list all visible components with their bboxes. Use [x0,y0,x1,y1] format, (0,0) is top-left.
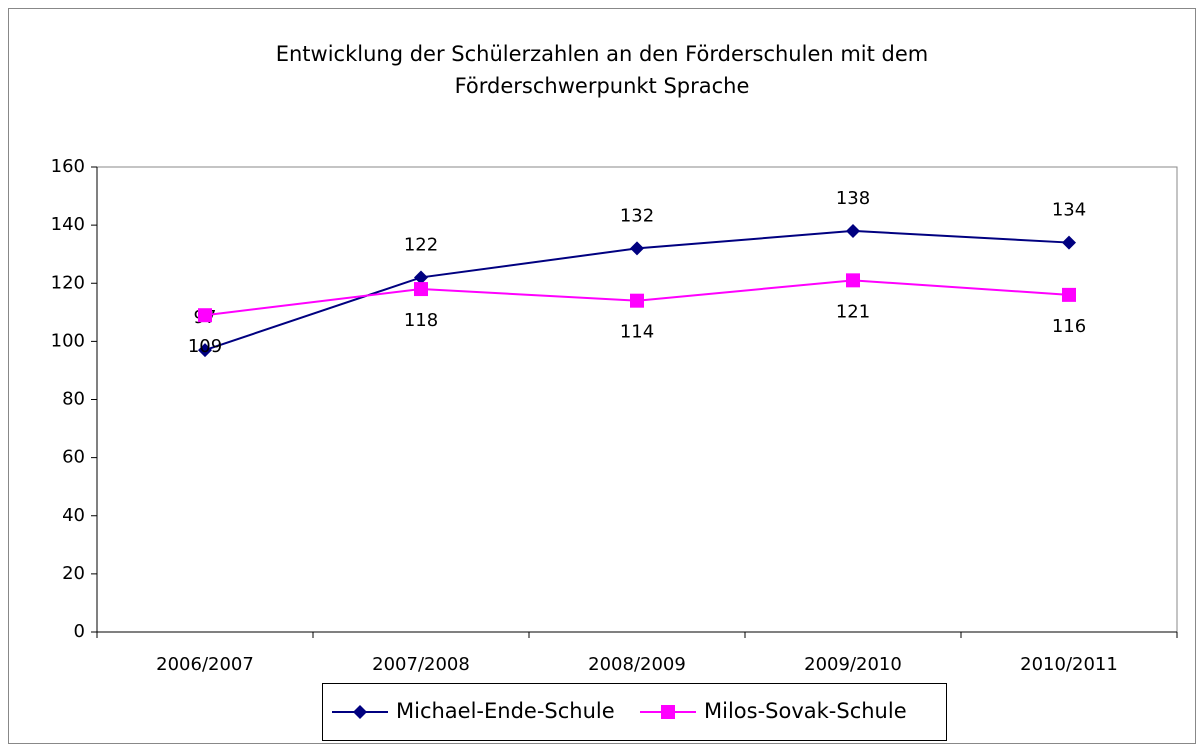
legend-label: Milos-Sovak-Schule [704,699,907,723]
y-tick-label: 0 [74,621,85,642]
y-tick-label: 160 [51,156,85,177]
y-tick-label: 80 [62,389,85,410]
marker [414,270,428,285]
y-tick-label: 120 [51,272,85,293]
marker [198,343,212,358]
data-label: 132 [620,205,654,226]
marker [1062,235,1076,250]
data-label: 109 [188,336,222,357]
data-label: 134 [1052,200,1086,221]
y-tick-label: 100 [51,330,85,351]
legend-marker [353,705,367,719]
data-label: 114 [620,322,654,343]
data-label: 138 [836,188,870,209]
x-tick-label: 2010/2011 [1020,654,1118,675]
data-label: 116 [1052,316,1086,337]
marker [630,293,644,308]
marker [630,241,644,256]
marker [414,282,428,297]
data-label: 121 [836,301,870,322]
x-tick-label: 2007/2008 [372,654,470,675]
legend-label: Michael-Ende-Schule [396,699,615,723]
y-tick-label: 20 [62,563,85,584]
marker [1062,287,1076,302]
x-tick-label: 2008/2009 [588,654,686,675]
y-tick-label: 40 [62,505,85,526]
plot-area [96,166,1178,633]
legend-box [322,683,947,741]
y-tick-label: 60 [62,447,85,468]
marker [846,273,860,288]
data-label: 122 [404,234,438,255]
data-label: 118 [404,310,438,331]
y-tick-label: 140 [51,214,85,235]
marker [198,308,212,323]
legend-marker [661,705,675,719]
marker [846,223,860,238]
x-tick-label: 2009/2010 [804,654,902,675]
x-tick-label: 2006/2007 [156,654,254,675]
chart-title: Entwicklung der Schülerzahlen an den För… [275,42,929,98]
